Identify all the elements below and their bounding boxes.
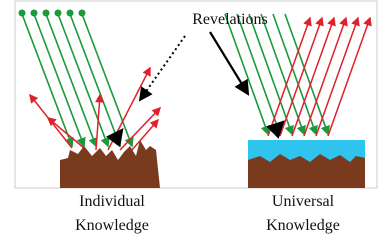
panel-label: Individual xyxy=(79,193,145,210)
diagram: Revelations Individual Knowledge Univers… xyxy=(0,0,380,242)
annotation: Revelations xyxy=(192,11,268,28)
pointer-dotted xyxy=(140,36,185,100)
left-panel xyxy=(19,10,161,189)
panel-label: Knowledge xyxy=(266,217,340,234)
panel-label: Knowledge xyxy=(75,217,149,234)
panel-label: Universal xyxy=(272,193,335,210)
right-panel xyxy=(225,14,370,188)
